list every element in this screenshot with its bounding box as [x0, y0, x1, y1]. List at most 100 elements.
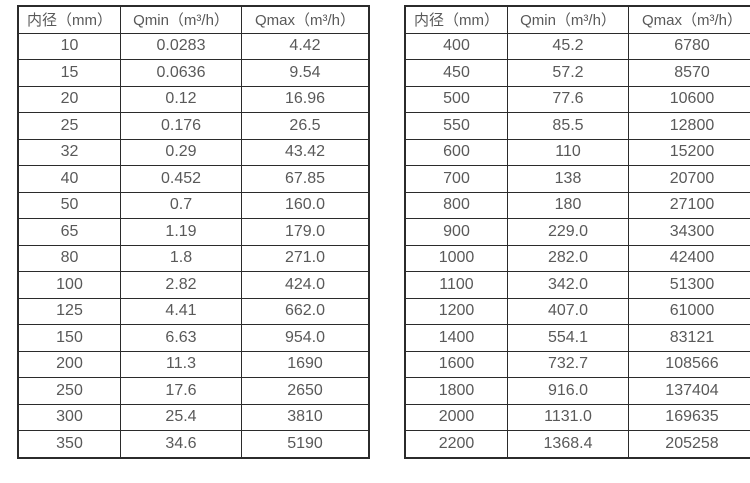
table-row: 900 229.0 34300	[404, 218, 750, 246]
table-cell: 17.6	[120, 377, 242, 405]
table-row: 400 45.2 6780	[404, 32, 750, 60]
table-row: 2000 1131.0 169635	[404, 403, 750, 431]
table-cell: 0.29	[120, 138, 242, 166]
column-header: 内径（mm）	[404, 5, 508, 34]
table-row: 1600 732.7 108566	[404, 350, 750, 378]
table-cell: 0.12	[120, 85, 242, 113]
table-cell: 34300	[628, 218, 750, 246]
table-cell: 1000	[404, 244, 508, 272]
table-cell: 600	[404, 138, 508, 166]
table-cell: 2650	[241, 377, 370, 405]
header-row: 内径（mm） Qmin（m³/h） Qmax（m³/h）	[17, 5, 370, 34]
table-row: 1200 407.0 61000	[404, 297, 750, 325]
table-cell: 169635	[628, 403, 750, 431]
table-cell: 9.54	[241, 59, 370, 87]
table-cell: 6.63	[120, 324, 242, 352]
table-row: 20 0.12 16.96	[17, 85, 370, 113]
table-cell: 954.0	[241, 324, 370, 352]
table-row: 125 4.41 662.0	[17, 297, 370, 325]
table-row: 200 11.3 1690	[17, 350, 370, 378]
table-row: 1100 342.0 51300	[404, 271, 750, 299]
table-cell: 400	[404, 32, 508, 60]
column-header: Qmin（m³/h）	[507, 5, 629, 34]
table-row: 50 0.7 160.0	[17, 191, 370, 219]
table-row: 32 0.29 43.42	[17, 138, 370, 166]
table-cell: 11.3	[120, 350, 242, 378]
table-cell: 8570	[628, 59, 750, 87]
table-cell: 20700	[628, 165, 750, 193]
column-header: Qmax（m³/h）	[628, 5, 750, 34]
table-cell: 12800	[628, 112, 750, 140]
table-cell: 916.0	[507, 377, 629, 405]
table-cell: 51300	[628, 271, 750, 299]
column-header: Qmax（m³/h）	[241, 5, 370, 34]
table-cell: 40	[17, 165, 121, 193]
table-row: 600 110 15200	[404, 138, 750, 166]
table-cell: 110	[507, 138, 629, 166]
table-cell: 125	[17, 297, 121, 325]
table-cell: 200	[17, 350, 121, 378]
table-row: 2200 1368.4 205258	[404, 430, 750, 458]
table-cell: 26.5	[241, 112, 370, 140]
table-cell: 342.0	[507, 271, 629, 299]
table-cell: 350	[17, 430, 121, 458]
table-cell: 1800	[404, 377, 508, 405]
table-cell: 16.96	[241, 85, 370, 113]
table-cell: 180	[507, 191, 629, 219]
table-cell: 2000	[404, 403, 508, 431]
table-cell: 100	[17, 271, 121, 299]
table-cell: 42400	[628, 244, 750, 272]
table-cell: 150	[17, 324, 121, 352]
table-cell: 10600	[628, 85, 750, 113]
table-row: 100 2.82 424.0	[17, 271, 370, 299]
table-cell: 160.0	[241, 191, 370, 219]
table-cell: 32	[17, 138, 121, 166]
table-cell: 554.1	[507, 324, 629, 352]
table-cell: 732.7	[507, 350, 629, 378]
table-row: 250 17.6 2650	[17, 377, 370, 405]
table-cell: 282.0	[507, 244, 629, 272]
table-cell: 80	[17, 244, 121, 272]
table-row: 800 180 27100	[404, 191, 750, 219]
table-cell: 34.6	[120, 430, 242, 458]
table-cell: 300	[17, 403, 121, 431]
table-cell: 0.176	[120, 112, 242, 140]
flow-table-left: 内径（mm） Qmin（m³/h） Qmax（m³/h） 10 0.0283 4.42 15…	[17, 5, 370, 459]
table-cell: 138	[507, 165, 629, 193]
table-cell: 65	[17, 218, 121, 246]
table-cell: 271.0	[241, 244, 370, 272]
table-row: 15 0.0636 9.54	[17, 59, 370, 87]
table-row: 300 25.4 3810	[17, 403, 370, 431]
table-row: 40 0.452 67.85	[17, 165, 370, 193]
table-row: 500 77.6 10600	[404, 85, 750, 113]
table-cell: 1.19	[120, 218, 242, 246]
table-cell: 57.2	[507, 59, 629, 87]
table-cell: 20	[17, 85, 121, 113]
table-cell: 10	[17, 32, 121, 60]
table-cell: 0.7	[120, 191, 242, 219]
table-cell: 424.0	[241, 271, 370, 299]
column-header: 内径（mm）	[17, 5, 121, 34]
table-cell: 900	[404, 218, 508, 246]
table-row: 10 0.0283 4.42	[17, 32, 370, 60]
table-cell: 1400	[404, 324, 508, 352]
column-header: Qmin（m³/h）	[120, 5, 242, 34]
table-cell: 1368.4	[507, 430, 629, 458]
table-row: 150 6.63 954.0	[17, 324, 370, 352]
table-row: 700 138 20700	[404, 165, 750, 193]
table-row: 1800 916.0 137404	[404, 377, 750, 405]
table-row: 1000 282.0 42400	[404, 244, 750, 272]
table-cell: 43.42	[241, 138, 370, 166]
table-cell: 800	[404, 191, 508, 219]
table-cell: 1200	[404, 297, 508, 325]
table-cell: 108566	[628, 350, 750, 378]
table-row: 65 1.19 179.0	[17, 218, 370, 246]
table-cell: 0.0283	[120, 32, 242, 60]
table-cell: 83121	[628, 324, 750, 352]
table-cell: 15200	[628, 138, 750, 166]
table-cell: 250	[17, 377, 121, 405]
table-cell: 67.85	[241, 165, 370, 193]
table-cell: 700	[404, 165, 508, 193]
table-row: 1400 554.1 83121	[404, 324, 750, 352]
table-cell: 27100	[628, 191, 750, 219]
